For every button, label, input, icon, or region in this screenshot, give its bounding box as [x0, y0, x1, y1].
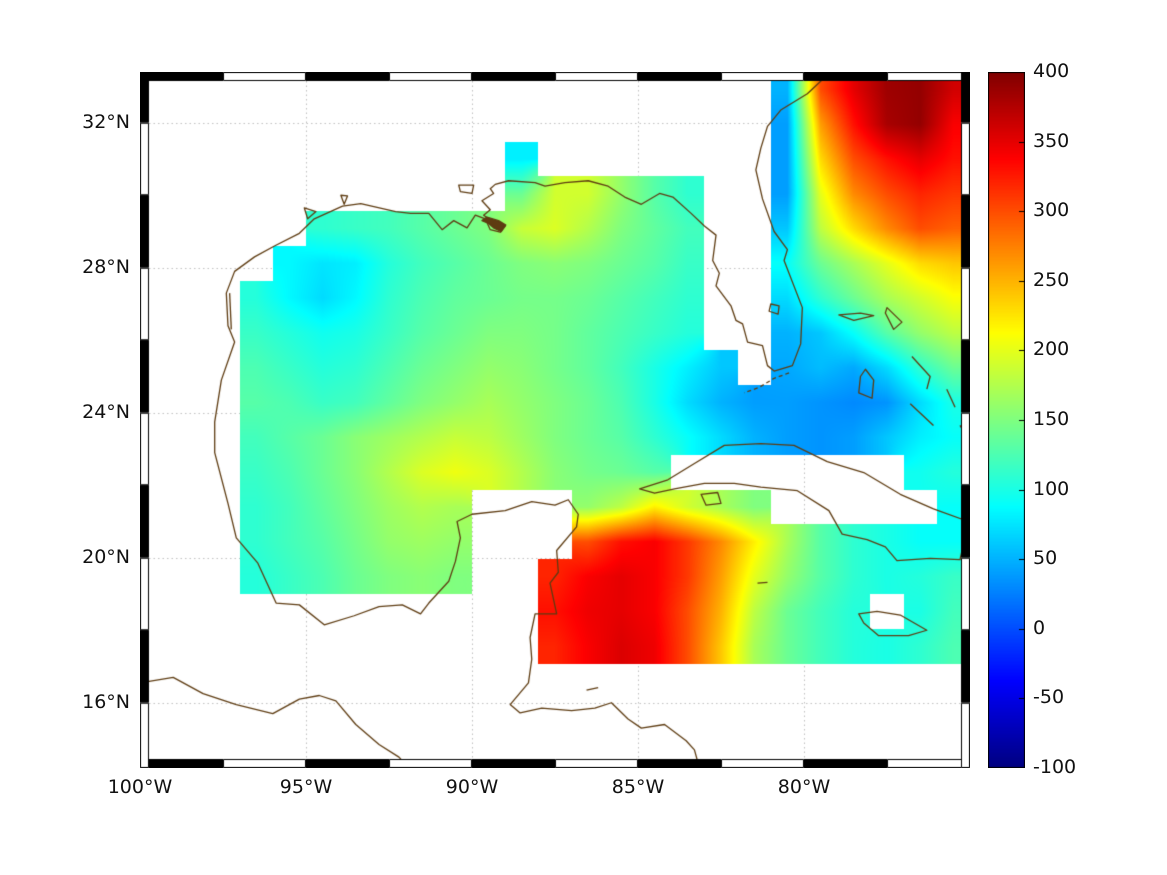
- colorbar-tick-label: 400: [1033, 60, 1070, 82]
- x-tick-label: 85°W: [611, 776, 665, 798]
- colorbar-tick-label: -100: [1033, 756, 1077, 778]
- y-tick-label: 28°N: [82, 255, 130, 278]
- x-tick-label: 95°W: [279, 776, 333, 798]
- colorbar-tick-label: 0: [1033, 616, 1046, 639]
- colorbar-tick-label: 100: [1033, 477, 1070, 500]
- y-tick-label: 32°N: [82, 110, 130, 133]
- colorbar-tick-label: 150: [1033, 408, 1070, 430]
- colorbar: [988, 72, 1025, 768]
- x-tick-label: 80°W: [777, 776, 831, 798]
- y-tick-label: 16°N: [82, 690, 130, 713]
- x-tick-label: 90°W: [445, 776, 499, 798]
- x-tick-label: 100°W: [107, 776, 173, 798]
- colorbar-tick-label: -50: [1033, 686, 1065, 709]
- map-canvas: [140, 72, 970, 768]
- y-tick-label: 24°N: [82, 400, 130, 423]
- colorbar-tick-label: 250: [1033, 268, 1070, 291]
- y-tick-label: 20°N: [82, 545, 130, 568]
- colorbar-tick-label: 350: [1033, 129, 1070, 152]
- colorbar-tick-label: 300: [1033, 199, 1070, 222]
- colorbar-tick-label: 200: [1033, 338, 1070, 361]
- colorbar-tick-label: 50: [1033, 547, 1058, 570]
